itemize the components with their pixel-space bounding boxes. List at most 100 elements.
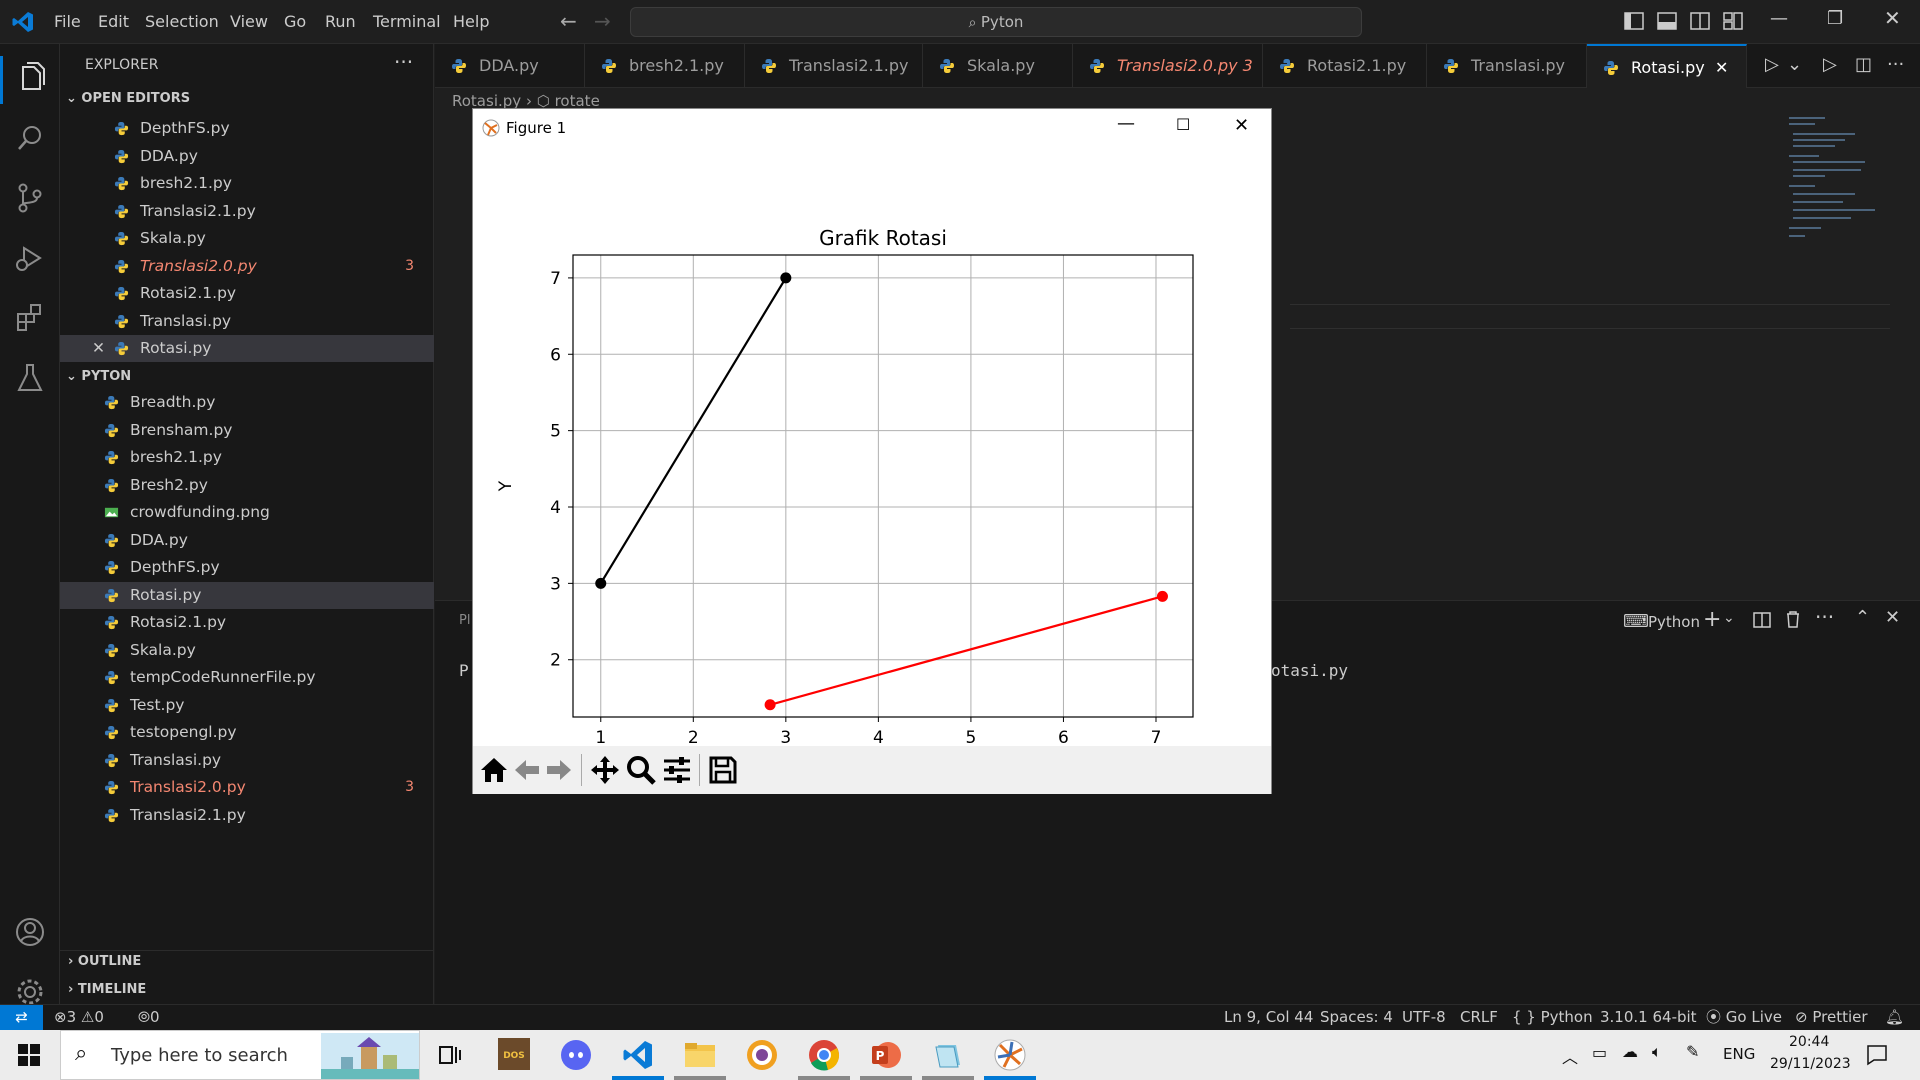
open-editor-item[interactable]: bresh2.1.py [60, 170, 434, 197]
file-tree-item[interactable]: Bresh2.py [60, 472, 434, 499]
run-debug-icon[interactable] [12, 240, 48, 276]
volume-icon[interactable]: 🔈︎ [1652, 1042, 1662, 1061]
notification-center-icon[interactable] [1866, 1044, 1888, 1066]
open-editor-item[interactable]: DDA.py [60, 143, 434, 170]
menu-file[interactable]: File [54, 12, 81, 31]
notepad-app-icon[interactable] [932, 1039, 964, 1071]
file-tree-item[interactable]: Brensham.py [60, 417, 434, 444]
file-explorer-app-icon[interactable] [684, 1039, 716, 1071]
editor-tab[interactable]: Rotasi2.1.py [1263, 44, 1427, 88]
home-icon[interactable] [478, 754, 510, 786]
prettier-button[interactable]: ⊘ Prettier [1795, 1005, 1868, 1030]
close-editor-icon[interactable]: ✕ [92, 339, 105, 357]
file-tree-item[interactable]: DepthFS.py [60, 554, 434, 581]
panel-tab-stub[interactable]: Pl [459, 613, 471, 628]
remote-icon[interactable]: ⇄ [0, 1005, 43, 1030]
go-live-button[interactable]: ⦿ Go Live [1706, 1005, 1782, 1030]
source-control-icon[interactable] [12, 180, 48, 216]
terminal-shell-label[interactable]: Python [1648, 613, 1700, 631]
file-tree-item[interactable]: DDA.py [60, 527, 434, 554]
chevron-up-icon[interactable]: ︿ [1562, 1048, 1579, 1067]
battery-icon[interactable]: ▭ [1592, 1043, 1608, 1062]
open-editor-item[interactable]: Rotasi2.1.py [60, 280, 434, 307]
editor-tab[interactable]: bresh2.1.py [585, 44, 745, 88]
discord-app-icon[interactable] [560, 1039, 592, 1071]
folder-header[interactable]: ⌄ PYTON [66, 369, 131, 384]
back-arrow-icon[interactable]: ← [560, 9, 577, 33]
run-file-icon[interactable]: ▷ [1765, 54, 1779, 75]
minimize-icon[interactable]: — [1770, 8, 1788, 29]
menu-view[interactable]: View [230, 12, 268, 31]
taskbar-time[interactable]: 20:44 [1789, 1034, 1830, 1050]
toggle-primary-sidebar-icon[interactable] [1624, 12, 1644, 30]
chrome-app-icon[interactable] [808, 1039, 840, 1071]
settings-gear-icon[interactable] [12, 974, 48, 1010]
split-terminal-icon[interactable] [1753, 612, 1771, 628]
editor-tab[interactable]: Rotasi.py ✕ [1587, 44, 1747, 88]
chevron-down-icon[interactable]: ⌄ [1787, 54, 1803, 75]
save-icon[interactable] [707, 754, 739, 786]
python-figure-app-icon[interactable] [994, 1039, 1026, 1071]
explorer-icon[interactable] [12, 60, 48, 96]
task-view-icon[interactable] [438, 1044, 462, 1066]
file-tree-item[interactable]: bresh2.1.py [60, 444, 434, 471]
menu-selection[interactable]: Selection [145, 12, 219, 31]
interpreter-version[interactable]: 3.10.1 64-bit [1600, 1008, 1697, 1026]
figure-close-icon[interactable]: ✕ [1234, 115, 1250, 136]
taskbar-search-box[interactable]: ⌕ Type here to search [60, 1030, 420, 1080]
new-terminal-icon[interactable]: + [1703, 607, 1722, 632]
menu-run[interactable]: Run [325, 12, 356, 31]
editor-tab[interactable]: Translasi.py [1427, 44, 1587, 88]
file-tree-item[interactable]: testopengl.py [60, 719, 434, 746]
cursor-position[interactable]: Ln 9, Col 44 [1224, 1008, 1314, 1026]
menu-go[interactable]: Go [284, 12, 307, 31]
timeline-header[interactable]: › TIMELINE [68, 982, 146, 997]
encoding[interactable]: UTF-8 [1402, 1008, 1446, 1026]
forward-icon[interactable] [543, 754, 575, 786]
forward-arrow-icon[interactable]: → [594, 9, 611, 33]
menu-edit[interactable]: Edit [98, 12, 129, 31]
file-tree-item[interactable]: crowdfunding.png [60, 499, 434, 526]
menu-help[interactable]: Help [453, 12, 490, 31]
notifications-bell-icon[interactable]: 🔔︎ [1885, 1008, 1905, 1026]
customize-layout-icon[interactable] [1723, 12, 1743, 30]
toggle-panel-icon[interactable] [1657, 12, 1677, 30]
open-editors-header[interactable]: ⌄ OPEN EDITORS [66, 91, 190, 106]
more-actions-icon[interactable]: ··· [1815, 605, 1835, 629]
chevron-down-icon[interactable]: ⌄ [1723, 610, 1735, 626]
figure-maximize-icon[interactable]: ☐ [1176, 115, 1191, 134]
input-language[interactable]: ENG [1723, 1045, 1756, 1063]
file-tree-item[interactable]: Translasi2.1.py [60, 802, 434, 829]
file-tree-item[interactable]: Breadth.py [60, 389, 434, 416]
file-tree-item[interactable]: Translasi2.0.py 3 [60, 774, 434, 801]
file-tree-item[interactable]: Translasi.py [60, 747, 434, 774]
dosbox-app-icon[interactable]: DOS [498, 1038, 530, 1070]
command-center-search[interactable]: ⌕ Pyton [630, 7, 1362, 37]
open-editor-item[interactable]: Skala.py [60, 225, 434, 252]
file-tree-item[interactable]: Rotasi.py [60, 581, 434, 609]
editor-tab[interactable]: Translasi2.1.py [745, 44, 923, 88]
configure-subplots-icon[interactable] [661, 754, 693, 786]
open-editor-item[interactable]: Translasi.py [60, 308, 434, 335]
editor-tab[interactable]: DDA.py [435, 44, 585, 88]
problems-indicator[interactable]: ⊗3 ⚠0 [54, 1005, 104, 1030]
minimap-canvas[interactable] [1785, 112, 1885, 252]
windows-start-icon[interactable] [18, 1044, 40, 1066]
language-mode[interactable]: { } Python [1512, 1005, 1593, 1030]
file-tree-item[interactable]: tempCodeRunnerFile.py [60, 664, 434, 691]
file-tree-item[interactable]: Rotasi2.1.py [60, 609, 434, 636]
open-editor-item[interactable]: DepthFS.py [60, 115, 434, 142]
accounts-icon[interactable] [12, 914, 48, 950]
vscode-app-icon[interactable] [622, 1039, 654, 1071]
close-panel-icon[interactable]: ✕ [1885, 607, 1901, 628]
toggle-secondary-sidebar-icon[interactable] [1690, 12, 1710, 30]
extensions-icon[interactable] [12, 300, 48, 336]
menu-terminal[interactable]: Terminal [373, 12, 441, 31]
trash-icon[interactable] [1785, 610, 1801, 628]
restore-icon[interactable]: ❐ [1827, 8, 1844, 29]
run-icon[interactable]: ▷ [1823, 54, 1837, 75]
pan-icon[interactable] [589, 754, 621, 786]
line-ending[interactable]: CRLF [1460, 1008, 1498, 1026]
search-view-icon[interactable] [12, 120, 48, 156]
